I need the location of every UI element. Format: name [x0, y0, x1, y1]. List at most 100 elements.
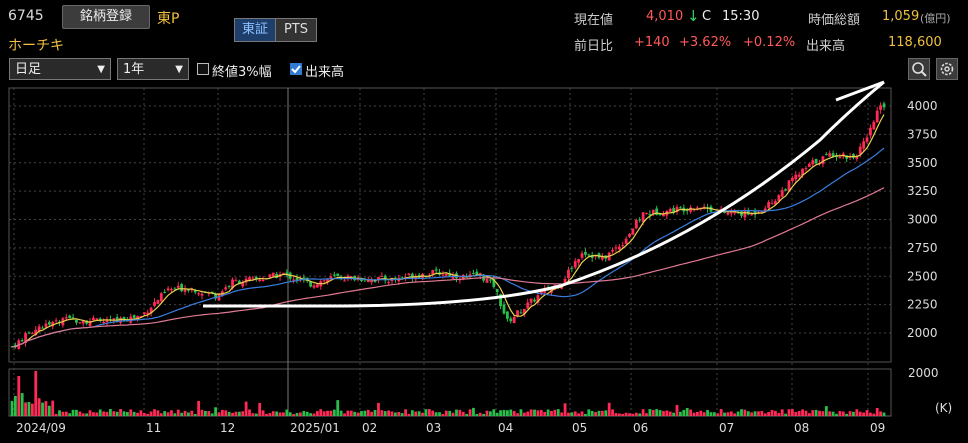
period-select[interactable]: 日足 ▼: [9, 58, 111, 80]
volume-bar: [326, 410, 329, 416]
volume-bar: [421, 412, 424, 416]
volume-bar: [838, 411, 842, 416]
volume-bar: [353, 411, 357, 416]
candle-body: [794, 174, 798, 180]
volume-bar: [621, 413, 625, 416]
tab-pts[interactable]: PTS: [276, 19, 316, 41]
volume-bar: [319, 409, 323, 416]
tab-tosho[interactable]: 東証: [235, 19, 276, 41]
register-button[interactable]: 銘柄登録: [62, 5, 150, 29]
volume-bar: [472, 407, 475, 416]
volume-bar: [631, 413, 635, 416]
candle-body: [200, 293, 204, 296]
candle-body: [444, 273, 448, 276]
settings-button[interactable]: [936, 58, 958, 80]
volume-bar: [302, 411, 306, 416]
candle-body: [71, 317, 75, 319]
candle-body: [24, 333, 27, 344]
candle-body: [828, 153, 832, 157]
range-select[interactable]: 1年 ▼: [117, 58, 189, 80]
volume-bar: [807, 413, 811, 416]
volume-bar: [417, 411, 421, 416]
candle-body: [434, 269, 438, 271]
candle-body: [492, 279, 496, 288]
price-down-arrow-icon: ↓: [687, 7, 700, 25]
candle-body: [519, 312, 523, 314]
x-axis-ticks: 2024/09 11 12 2025/01 02 03 04 05 06 07 08 09: [16, 421, 885, 435]
volume-checkbox[interactable]: [290, 63, 302, 75]
change-value: +140: [634, 35, 670, 50]
volume-bar: [285, 409, 289, 416]
candle-body: [360, 279, 363, 281]
candle-body: [668, 208, 672, 212]
volume-bar: [509, 409, 513, 416]
candle-body: [679, 207, 682, 209]
candle-body: [88, 321, 92, 326]
volume-bar: [865, 410, 869, 416]
ma-mid-line: [11, 147, 885, 348]
volume-bar: [227, 411, 231, 416]
volume-bar: [241, 411, 245, 416]
candle-body: [509, 318, 513, 322]
y-tick-label: 4000: [907, 99, 938, 113]
volume-bar: [64, 411, 68, 416]
volume-bar: [159, 413, 163, 416]
volume-bar: [180, 412, 184, 416]
volume-bar: [485, 410, 489, 416]
volume-bar: [251, 413, 255, 416]
volume-bar: [821, 411, 825, 416]
candle-body: [271, 272, 275, 277]
candle-body: [689, 207, 692, 212]
candle-body: [784, 189, 788, 191]
candle-body: [387, 281, 391, 283]
band-checkbox[interactable]: [197, 63, 209, 75]
candle-body: [499, 294, 502, 307]
candle-body: [787, 180, 791, 192]
x-tick-label: 12: [220, 421, 235, 435]
candle-body: [641, 212, 645, 222]
volume-bar: [774, 410, 777, 416]
y-tick-label: 2000: [907, 326, 938, 340]
volume-bar: [495, 412, 499, 416]
candle-body: [180, 284, 184, 292]
candle-body: [570, 267, 574, 269]
volume-bar: [356, 412, 360, 416]
candle-body: [882, 103, 886, 108]
volume-bar: [41, 402, 44, 416]
volume-bar: [51, 400, 55, 416]
volume-bar: [132, 411, 136, 416]
volume-bar: [790, 409, 794, 416]
volume-bar: [529, 409, 533, 416]
volume-bar: [448, 410, 452, 416]
zoom-button[interactable]: [908, 58, 930, 80]
volume-bar: [499, 410, 502, 416]
volume-bar: [689, 409, 692, 416]
volume-bar: [546, 409, 550, 416]
candle-body: [322, 280, 326, 282]
y-tick-label: 2500: [907, 269, 938, 283]
volume-bar: [153, 409, 156, 416]
candle-body: [295, 278, 299, 281]
candle-body: [119, 317, 122, 323]
volume-axis-unit: (K): [935, 401, 952, 415]
candle-body: [780, 190, 784, 197]
candle-body: [380, 276, 384, 278]
volume-bar: [760, 410, 764, 416]
candle-body: [600, 256, 604, 260]
candle-body: [767, 202, 771, 209]
volume-bar: [550, 411, 553, 416]
volume-bar: [54, 413, 58, 416]
candle-body: [139, 315, 143, 317]
volume-bar: [112, 411, 116, 416]
volume-bar: [797, 410, 801, 416]
x-tick-label: 11: [146, 421, 161, 435]
volume-bar: [383, 411, 387, 416]
volume-bar: [424, 409, 428, 416]
candle-body: [132, 315, 136, 318]
candle-body: [841, 153, 845, 156]
candle-body: [662, 214, 665, 217]
volume-bar: [526, 411, 530, 416]
candle-body: [692, 209, 696, 211]
candle-body: [410, 273, 414, 279]
